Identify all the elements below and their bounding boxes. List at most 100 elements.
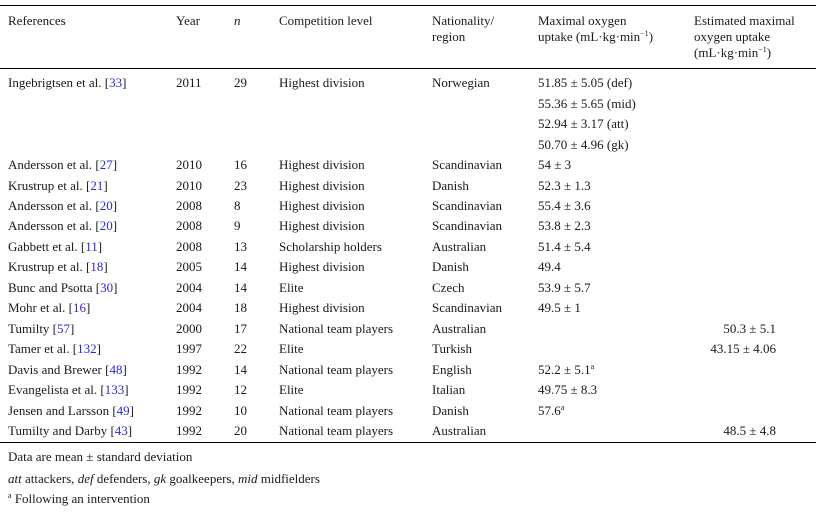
competition-level-cell: Elite	[279, 382, 304, 397]
year-cell: 1992	[176, 423, 202, 438]
reference-link[interactable]: 57	[57, 321, 71, 336]
reference-author: Evangelista et al. [133]	[8, 382, 129, 398]
abbreviation-meaning: goalkeepers,	[166, 471, 238, 486]
nationality-cell: Scandinavian	[432, 157, 503, 172]
max-oxygen-uptake-cell: 57.6a	[538, 403, 565, 418]
competition-level-cell: National team players	[279, 423, 394, 438]
nationality-cell: Danish	[432, 403, 469, 418]
estimated-max-oxygen-uptake-cell: 48.5 ± 4.8	[723, 423, 776, 438]
reference-link[interactable]: 49	[116, 403, 130, 418]
reference-author: Krustrup et al. [21]	[8, 178, 108, 194]
reference-bracket: ]	[112, 198, 118, 213]
max-oxygen-uptake-cell: 50.70 ± 4.96 (gk)	[538, 136, 629, 152]
abbreviation-meaning: attackers,	[21, 471, 78, 486]
reference-author: Tamer et al. [132]	[8, 341, 101, 357]
reference-author-text: Mohr et al. [	[8, 300, 73, 315]
competition-level-cell: Scholarship holders	[279, 239, 382, 254]
reference-author-text: Jensen and Larsson [	[8, 403, 117, 418]
competition-level-cell: Highest division	[279, 157, 365, 172]
header-max-o2-line1: Maximal oxygen	[538, 13, 627, 28]
max-oxygen-uptake-cell: 51.4 ± 5.4	[538, 239, 591, 254]
n-cell: 20	[234, 423, 247, 438]
year-cell: 2011	[176, 75, 202, 90]
n-cell: 13	[234, 239, 247, 254]
nationality-cell: Italian	[432, 382, 466, 397]
header-rule	[0, 68, 816, 69]
nationality-cell: Czech	[432, 280, 465, 295]
reference-link[interactable]: 27	[99, 157, 113, 172]
n-cell: 10	[234, 403, 247, 418]
reference-link[interactable]: 33	[109, 75, 123, 90]
reference-author-text: Evangelista et al. [	[8, 382, 105, 397]
header-nationality-line2: region	[432, 29, 466, 44]
reference-link[interactable]: 30	[100, 280, 114, 295]
reference-bracket: ]	[112, 218, 118, 233]
abbreviation: mid	[237, 471, 258, 486]
header-nationality-line1: Nationality/	[432, 13, 495, 28]
reference-author: Jensen and Larsson [49]	[8, 403, 134, 419]
year-cell: 2010	[176, 178, 202, 193]
year-cell: 1992	[176, 403, 202, 418]
n-cell: 9	[234, 218, 241, 233]
reference-link[interactable]: 21	[90, 178, 104, 193]
reference-bracket: ]	[127, 423, 133, 438]
year-cell: 2008	[176, 239, 202, 254]
reference-link[interactable]: 20	[99, 218, 113, 233]
reference-link[interactable]: 133	[104, 382, 125, 397]
n-cell: 14	[234, 362, 247, 377]
n-cell: 14	[234, 280, 247, 295]
reference-author-text: Krustrup et al. [	[8, 178, 91, 193]
n-cell: 23	[234, 178, 247, 193]
header-estimated-maximal-oxygen-uptake: Estimated maximal oxygen uptake (mL·kg·m…	[694, 13, 795, 61]
reference-author-text: Davis and Brewer [	[8, 362, 110, 377]
reference-link[interactable]: 11	[85, 239, 98, 254]
nationality-cell: Danish	[432, 259, 469, 274]
abbreviation: gk	[153, 471, 167, 486]
competition-level-cell: Highest division	[279, 259, 365, 274]
header-competition-level: Competition level	[279, 13, 373, 28]
reference-author: Ingebrigtsen et al. [33]	[8, 75, 126, 91]
footnote-intervention: a Following an intervention	[8, 491, 150, 506]
header-references: References	[8, 13, 66, 28]
reference-link[interactable]: 132	[77, 341, 97, 356]
reference-link[interactable]: 20	[99, 198, 113, 213]
reference-link[interactable]: 16	[72, 300, 86, 315]
competition-level-cell: National team players	[279, 362, 394, 377]
intervention-marker: a	[560, 403, 565, 412]
max-oxygen-uptake-cell: 49.4	[538, 259, 561, 274]
reference-author-text: Andersson et al. [	[8, 157, 100, 172]
reference-link[interactable]: 43	[114, 423, 128, 438]
max-oxygen-uptake-cell: 53.9 ± 5.7	[538, 280, 591, 295]
competition-level-cell: Highest division	[279, 75, 365, 90]
reference-author-text: Tumilty [	[8, 321, 58, 336]
reference-bracket: ]	[70, 321, 75, 336]
reference-author-text: Gabbett et al. [	[8, 239, 86, 254]
reference-author: Krustrup et al. [18]	[8, 259, 108, 275]
n-cell: 16	[234, 157, 247, 172]
header-nationality: Nationality/ region	[432, 13, 494, 45]
year-cell: 2008	[176, 218, 202, 233]
year-cell: 1992	[176, 382, 202, 397]
max-oxygen-uptake-cell: 49.75 ± 8.3	[538, 382, 598, 397]
nationality-cell: Danish	[432, 178, 469, 193]
table-bottom-rule	[0, 442, 816, 443]
header-maximal-oxygen-uptake: Maximal oxygen uptake (mL·kg·min−1)	[538, 13, 653, 45]
year-cell: 2004	[176, 280, 202, 295]
nationality-cell: English	[432, 362, 472, 377]
max-oxygen-uptake-cell: 54 ± 3	[538, 157, 572, 172]
reference-link[interactable]: 48	[109, 362, 123, 377]
max-oxygen-uptake-cell: 53.8 ± 2.3	[538, 218, 591, 233]
year-cell: 2010	[176, 157, 202, 172]
reference-author-text: Ingebrigtsen et al. [	[8, 75, 110, 90]
reference-bracket: ]	[112, 157, 118, 172]
year-cell: 2000	[176, 321, 202, 336]
nationality-cell: Australian	[432, 423, 487, 438]
max-oxygen-uptake-cell: 55.36 ± 5.65 (mid)	[538, 95, 636, 111]
reference-link[interactable]: 18	[90, 259, 104, 274]
n-cell: 8	[234, 198, 241, 213]
footnote-mean-sd: Data are mean ± standard deviation	[8, 449, 193, 464]
reference-author: Mohr et al. [16]	[8, 300, 90, 316]
max-oxygen-uptake-cell: 55.4 ± 3.6	[538, 198, 591, 213]
competition-level-cell: Highest division	[279, 178, 365, 193]
abbreviation: def	[77, 471, 94, 486]
